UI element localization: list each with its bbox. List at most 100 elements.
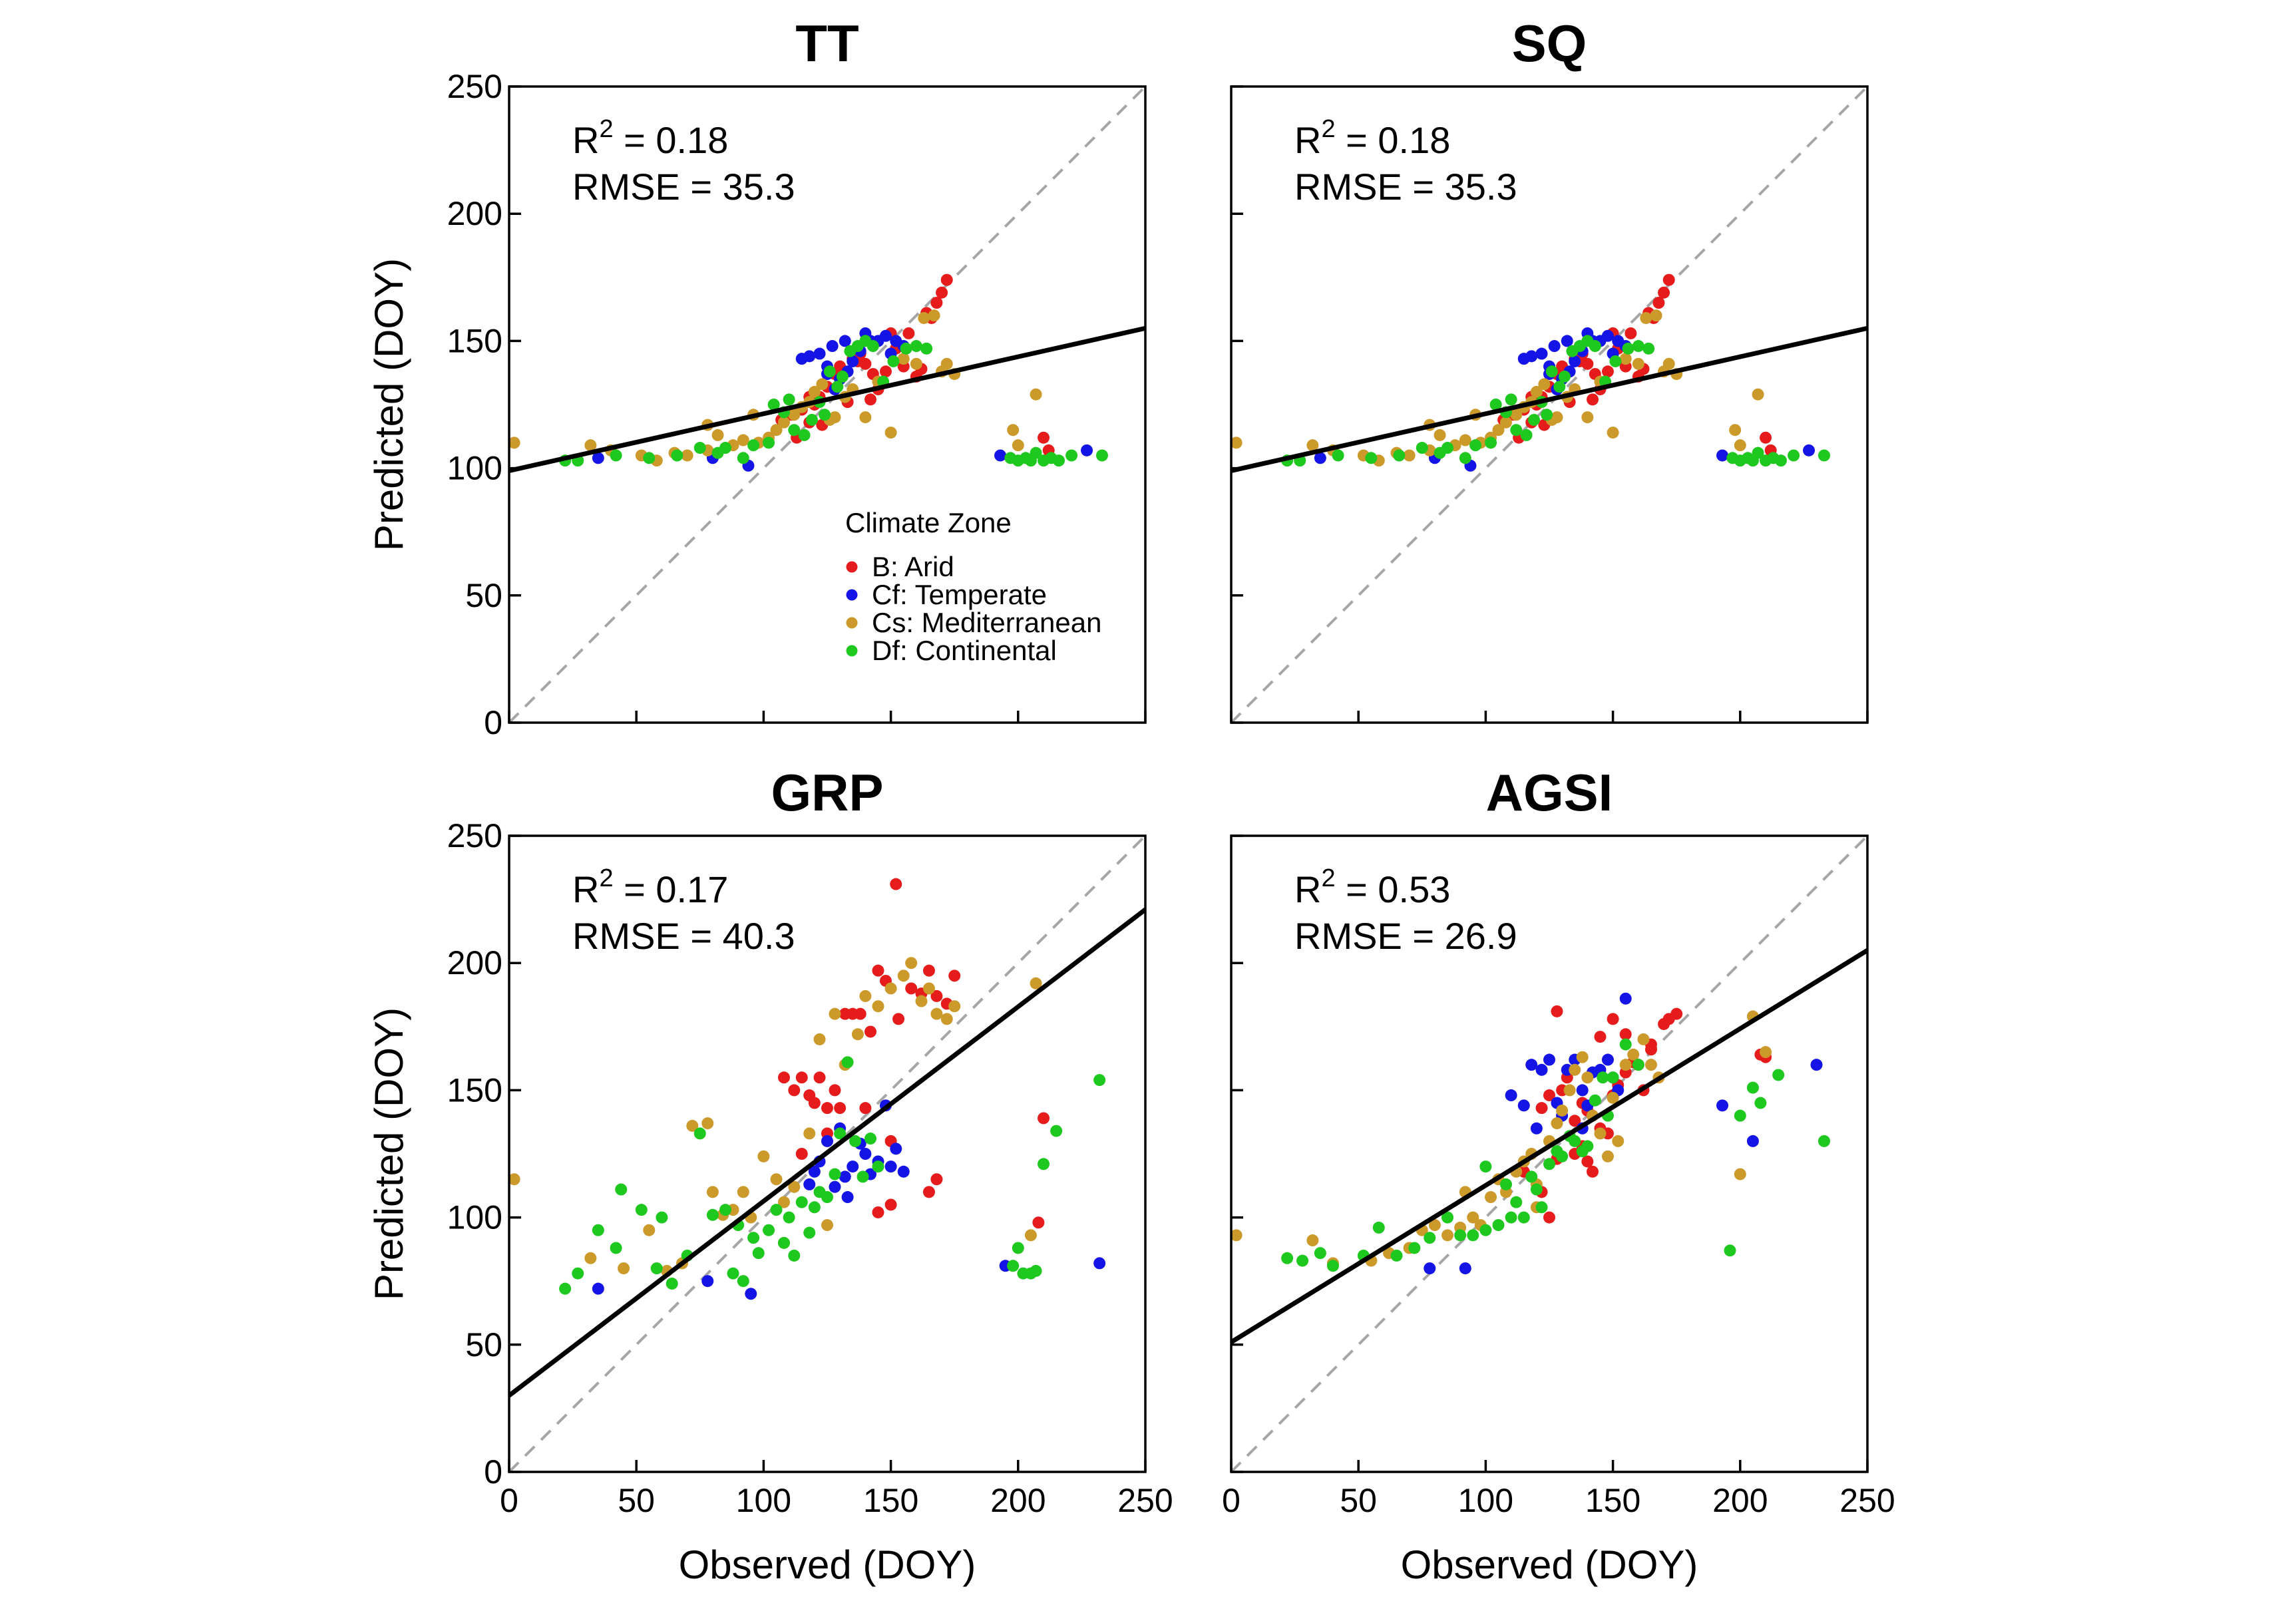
point-df bbox=[1754, 1097, 1767, 1109]
point-cf bbox=[884, 1160, 897, 1173]
point-cs bbox=[1601, 1150, 1614, 1162]
point-df bbox=[1424, 1232, 1436, 1244]
point-df bbox=[823, 365, 836, 378]
point-df bbox=[610, 1242, 622, 1254]
point-df bbox=[1281, 1252, 1294, 1264]
point-df bbox=[1607, 1071, 1619, 1084]
point-cs bbox=[1551, 1117, 1563, 1130]
point-cs bbox=[1734, 1168, 1746, 1180]
point-df bbox=[1469, 439, 1482, 452]
point-cs bbox=[816, 378, 829, 391]
x-axis-label: Observed (DOY) bbox=[679, 1542, 976, 1587]
point-df bbox=[1788, 449, 1800, 462]
points bbox=[509, 273, 1108, 472]
plot-frame bbox=[1230, 834, 1869, 1473]
point-df bbox=[706, 1208, 719, 1221]
legend-marker-cs bbox=[846, 617, 858, 629]
point-cf bbox=[592, 1282, 604, 1295]
point-cs bbox=[1644, 1059, 1657, 1071]
point-cs bbox=[915, 995, 928, 1007]
y-tick-label: 100 bbox=[447, 450, 502, 487]
point-b bbox=[1607, 1013, 1619, 1025]
point-b bbox=[892, 1013, 905, 1025]
rmse-annotation: RMSE = 35.3 bbox=[1294, 166, 1517, 208]
point-b bbox=[930, 989, 943, 1002]
point-df bbox=[1752, 446, 1764, 459]
point-b bbox=[872, 1206, 884, 1218]
point-cs bbox=[1306, 1234, 1319, 1247]
point-cf bbox=[592, 452, 604, 464]
point-cs bbox=[1581, 1071, 1594, 1084]
point-df bbox=[615, 1183, 628, 1196]
panel-title: GRP bbox=[771, 763, 883, 822]
point-cs bbox=[884, 982, 897, 995]
y-tick-label: 0 bbox=[484, 1453, 502, 1491]
point-df bbox=[1530, 1183, 1543, 1196]
one-to-one-line bbox=[1231, 87, 1867, 723]
point-cs bbox=[1030, 977, 1042, 989]
point-cs bbox=[821, 1219, 833, 1232]
point-df bbox=[1030, 1264, 1042, 1277]
point-b bbox=[930, 1173, 943, 1186]
x-tick-label: 150 bbox=[863, 1482, 918, 1519]
point-df bbox=[1489, 399, 1502, 411]
point-cf bbox=[813, 347, 826, 360]
point-b bbox=[1662, 273, 1675, 286]
point-cs bbox=[1627, 1048, 1640, 1061]
panel-title: SQ bbox=[1512, 14, 1587, 73]
point-cs bbox=[706, 1186, 719, 1198]
point-cs bbox=[1563, 1084, 1576, 1097]
x-tick-label: 0 bbox=[1222, 1482, 1241, 1519]
point-df bbox=[1467, 1229, 1479, 1242]
point-b bbox=[1670, 1007, 1683, 1020]
plot-frame bbox=[1230, 85, 1869, 724]
legend-marker-cf bbox=[846, 589, 858, 601]
point-cs bbox=[1030, 388, 1042, 401]
one-to-one-line bbox=[1231, 836, 1867, 1472]
rmse-annotation: RMSE = 40.3 bbox=[572, 915, 795, 957]
point-df bbox=[1012, 1242, 1024, 1254]
point-df bbox=[920, 342, 933, 355]
point-df bbox=[1528, 413, 1541, 426]
point-cs bbox=[897, 353, 910, 365]
point-df bbox=[798, 429, 811, 441]
point-b bbox=[808, 1097, 821, 1109]
point-df bbox=[1505, 1211, 1517, 1224]
legend-label-df: Df: Continental bbox=[872, 635, 1057, 666]
point-df bbox=[767, 399, 780, 411]
point-df bbox=[1050, 1125, 1063, 1137]
panel-title: AGSI bbox=[1486, 763, 1613, 822]
point-cf bbox=[847, 355, 859, 367]
point-cs bbox=[737, 1186, 749, 1198]
point-df bbox=[1510, 424, 1523, 437]
point-b bbox=[1658, 286, 1670, 299]
point-cf bbox=[1424, 1262, 1436, 1275]
point-df bbox=[1734, 1109, 1746, 1122]
point-b bbox=[777, 1071, 790, 1084]
point-cs bbox=[1231, 1229, 1243, 1242]
point-cf bbox=[994, 449, 1007, 462]
point-df bbox=[1535, 1201, 1548, 1214]
regression-line bbox=[509, 908, 1145, 1398]
point-cs bbox=[1640, 311, 1652, 324]
point-cf bbox=[1716, 1099, 1729, 1112]
point-cf bbox=[879, 329, 892, 342]
point-cs bbox=[777, 1196, 790, 1208]
point-df bbox=[1818, 449, 1830, 462]
point-df bbox=[592, 1224, 604, 1236]
legend-title: Climate Zone bbox=[845, 507, 1012, 538]
legend-label-cs: Cs: Mediterranean bbox=[872, 607, 1102, 638]
point-cf bbox=[829, 1180, 841, 1193]
panel-grp: GRP 0 50 100 150 200 250 0 50 100 150 200 250 R2 = 0.… bbox=[367, 763, 1173, 1587]
points bbox=[1231, 992, 1830, 1275]
point-cs bbox=[1581, 411, 1594, 424]
point-cf bbox=[859, 1148, 872, 1160]
one-to-one-line bbox=[509, 87, 1145, 723]
point-df bbox=[1296, 1254, 1309, 1267]
point-cs bbox=[1637, 1033, 1650, 1045]
point-cf bbox=[1716, 449, 1729, 462]
point-cf bbox=[1548, 340, 1561, 353]
point-df bbox=[1408, 1242, 1421, 1254]
point-cs bbox=[584, 439, 597, 452]
point-b bbox=[1581, 1155, 1594, 1168]
